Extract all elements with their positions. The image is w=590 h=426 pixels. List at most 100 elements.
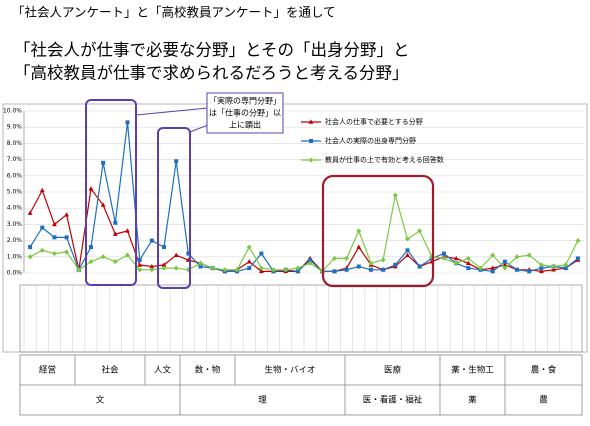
marker [490, 265, 496, 270]
highlight [85, 99, 137, 286]
marker [344, 255, 350, 261]
y-tick-label: 4.0% [7, 205, 23, 212]
table-cell: 人文 [154, 365, 172, 376]
marker [124, 252, 130, 258]
marker [344, 267, 349, 272]
header-line: 「社会人が仕事で必要な分野」とその「出身分野」と [14, 41, 410, 60]
annotation-box [206, 92, 284, 134]
plot: 0.0% 1.0% 2.0% 3.0% 4.0% 5.0% 6.0% 7.0% 8.0% 9.0%… [3, 108, 584, 353]
marker [514, 254, 520, 260]
marker [88, 245, 93, 250]
legend-label: 社会人の実際の出身専門分野 [325, 136, 416, 145]
marker [234, 267, 240, 273]
marker [490, 252, 496, 258]
marker [405, 252, 410, 257]
marker [526, 252, 532, 258]
marker [52, 221, 57, 227]
marker [356, 244, 362, 249]
marker [417, 228, 423, 234]
marker [538, 268, 544, 274]
annotation: は「仕事の分野」以 [209, 108, 281, 118]
marker [40, 225, 45, 230]
marker [393, 262, 398, 267]
table-cell: 経営 [39, 365, 56, 376]
marker [161, 262, 167, 267]
marker [563, 266, 568, 271]
marker [52, 235, 57, 240]
marker [149, 267, 155, 273]
marker [502, 265, 508, 271]
header-line: 「高校教員が仕事で求められるだろうと考える分野」 [14, 64, 409, 83]
marker [28, 245, 33, 250]
marker [64, 212, 70, 217]
marker [442, 251, 446, 256]
y-tick-label: 5.0% [7, 189, 23, 196]
marker [64, 235, 69, 240]
y-tick-label: 9.0% [7, 124, 23, 131]
marker [137, 267, 143, 273]
marker [64, 249, 70, 255]
connector [189, 124, 209, 133]
marker [247, 266, 252, 271]
marker [539, 266, 544, 271]
y-tick-label: 6.0% [7, 172, 23, 179]
marker [246, 259, 252, 264]
marker [39, 247, 45, 253]
marker [465, 260, 471, 266]
highlight [157, 127, 191, 289]
marker [515, 267, 520, 272]
marker [27, 254, 33, 260]
marker [381, 267, 386, 272]
table-cell: 理 [258, 396, 267, 406]
marker [149, 238, 154, 243]
marker [113, 220, 118, 225]
marker [162, 245, 166, 250]
table-cell: 生物・バイオ [264, 365, 315, 376]
marker [453, 260, 459, 266]
marker [137, 262, 143, 267]
table-cell: 医療 [384, 365, 402, 376]
table-cell: 社会 [101, 365, 119, 376]
y-tick-label: 8.0% [7, 140, 23, 147]
y-tick-label: 0.0% [7, 270, 23, 277]
header-line: 「社会人アンケート」と「高校教員アンケート」を通して [12, 5, 336, 20]
marker [478, 265, 484, 271]
marker [308, 258, 313, 263]
marker [453, 255, 459, 261]
marker [173, 265, 179, 271]
marker [76, 267, 82, 273]
marker [563, 262, 569, 268]
table-cell: 薬 [468, 395, 477, 406]
table-grid [19, 354, 583, 416]
connector [135, 107, 209, 116]
chart-frame [2, 103, 588, 353]
y-tick-label: 7.0% [7, 156, 23, 163]
marker [101, 160, 106, 165]
marker [502, 259, 507, 264]
marker [405, 248, 410, 253]
table-cell: 医・看護・福祉 [363, 395, 423, 406]
table-cell: 農・食 [531, 365, 557, 376]
marker [198, 260, 204, 266]
legend-label: 教員が仕事の上で有効と考える回答数 [325, 155, 444, 164]
marker [538, 262, 544, 268]
marker [308, 157, 314, 163]
marker [258, 268, 264, 274]
marker [27, 210, 33, 215]
legend-label: 社会人の仕事で必要とする分野 [325, 117, 423, 126]
table-cell: 農 [539, 395, 548, 406]
marker [356, 264, 361, 269]
marker [149, 263, 155, 269]
marker [173, 252, 179, 257]
category-strip [19, 284, 583, 353]
marker [137, 258, 142, 263]
table-cell: 文 [96, 395, 105, 406]
marker [112, 231, 118, 236]
marker [210, 265, 216, 271]
marker [88, 259, 94, 265]
marker [51, 251, 57, 257]
marker [332, 269, 337, 274]
marker [295, 269, 300, 274]
marker [174, 159, 179, 164]
